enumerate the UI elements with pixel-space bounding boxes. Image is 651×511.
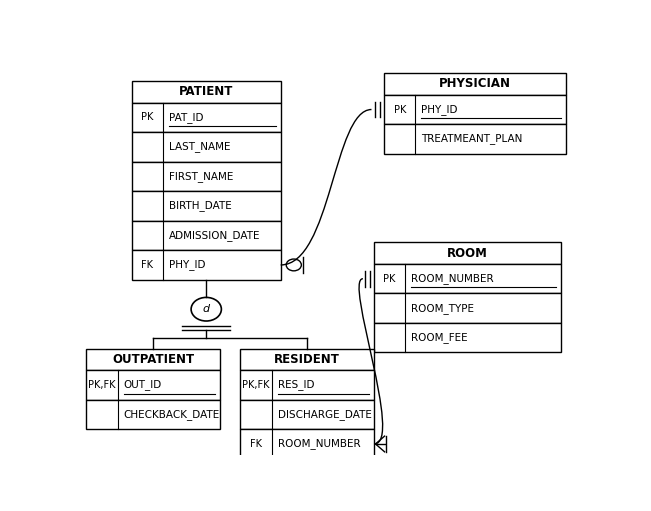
Text: FK: FK [250,439,262,449]
Bar [132,221,281,250]
Bar [132,81,281,103]
Bar [132,161,281,191]
Bar [374,293,561,323]
Text: OUTPATIENT: OUTPATIENT [112,353,195,366]
Text: PK: PK [383,274,396,284]
Bar [240,370,374,400]
Text: FK: FK [141,260,154,270]
Text: CHECKBACK_DATE: CHECKBACK_DATE [124,409,220,420]
Text: LAST_NAME: LAST_NAME [169,142,230,152]
Text: ROOM_TYPE: ROOM_TYPE [411,303,475,314]
Text: ROOM_FEE: ROOM_FEE [411,332,468,343]
Bar [374,323,561,353]
Text: PK: PK [141,112,154,123]
Text: ADMISSION_DATE: ADMISSION_DATE [169,230,260,241]
Bar [132,191,281,221]
Text: PHYSICIAN: PHYSICIAN [439,78,511,90]
Text: PATIENT: PATIENT [179,85,234,98]
Text: RESIDENT: RESIDENT [274,353,340,366]
Bar [240,349,374,370]
Bar [87,370,220,400]
Bar [240,400,374,429]
Bar [132,250,281,280]
Text: d: d [202,304,210,314]
Text: ROOM: ROOM [447,247,488,260]
Text: PHY_ID: PHY_ID [169,260,206,270]
Text: ROOM_NUMBER: ROOM_NUMBER [411,273,494,284]
Bar [132,103,281,132]
Bar [374,242,561,264]
Bar [240,429,374,459]
Bar [384,73,566,95]
Text: BIRTH_DATE: BIRTH_DATE [169,200,232,212]
Text: PK,FK: PK,FK [89,380,116,390]
Text: PHY_ID: PHY_ID [421,104,458,115]
Text: PK: PK [394,105,406,114]
Text: FIRST_NAME: FIRST_NAME [169,171,234,182]
Bar [87,400,220,429]
Bar [384,95,566,124]
Text: ROOM_NUMBER: ROOM_NUMBER [277,438,360,449]
Bar [132,132,281,161]
Bar [384,124,566,154]
Text: DISCHARGE_DATE: DISCHARGE_DATE [277,409,372,420]
Text: RES_ID: RES_ID [277,380,314,390]
Text: OUT_ID: OUT_ID [124,380,162,390]
Text: PK,FK: PK,FK [242,380,270,390]
Text: TREATMEANT_PLAN: TREATMEANT_PLAN [421,133,523,145]
Bar [87,349,220,370]
Text: PAT_ID: PAT_ID [169,112,204,123]
Bar [374,264,561,293]
